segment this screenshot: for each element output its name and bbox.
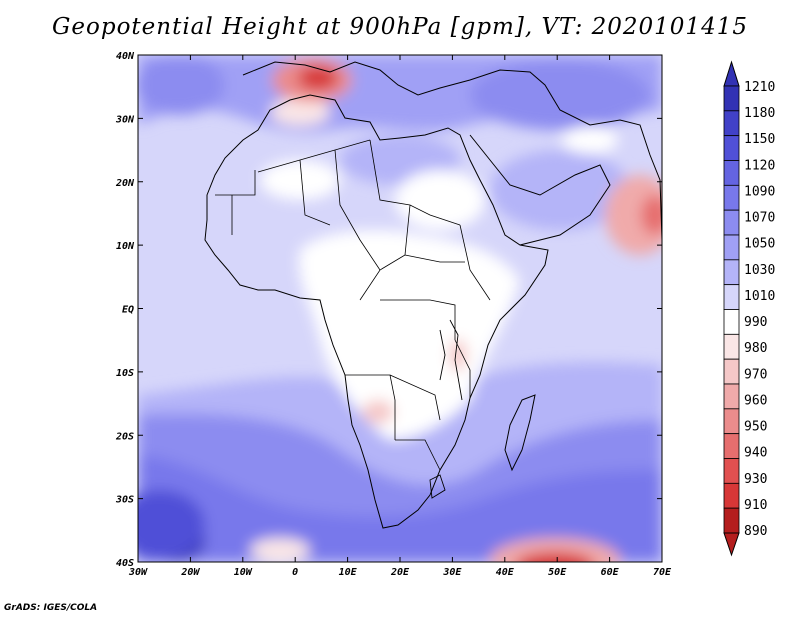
colorbar-label: 1180	[744, 106, 775, 121]
colorbar-swatch	[723, 160, 740, 186]
lon-label: 30E	[442, 567, 462, 578]
colorbar-label: 890	[744, 524, 767, 539]
colorbar-label: 950	[744, 420, 767, 435]
arabia-coastline	[469, 134, 611, 246]
colorbar-label: 930	[744, 472, 767, 487]
lon-label: 0	[292, 567, 298, 578]
lat-label: 10N	[116, 241, 135, 252]
colorbar-label: 1030	[744, 263, 775, 278]
lat-label: 10S	[116, 368, 134, 379]
colorbar-label: 910	[744, 498, 767, 513]
colorbar-label: 980	[744, 341, 767, 356]
colorbar-swatch	[723, 408, 740, 435]
lat-label: EQ	[122, 305, 134, 316]
map-axes: 30W 20W 10W 0 10E 20E 30E 40E 50E 60E 70E 40N 30N 20N…	[115, 51, 672, 578]
colorbar-swatch	[723, 184, 740, 211]
lakes	[429, 319, 463, 499]
colorbar-label: 1120	[744, 158, 775, 173]
colorbar-swatch	[723, 507, 740, 534]
field-shading	[138, 55, 662, 562]
lon-label: 10W	[234, 567, 253, 578]
lat-label: 30N	[115, 114, 135, 125]
western-borders	[215, 170, 256, 235]
lon-label: 60E	[601, 567, 620, 578]
lat-label: 40N	[116, 51, 135, 62]
lat-label: 30S	[115, 495, 134, 506]
lon-label: 70E	[653, 567, 672, 578]
colorbar-swatch	[723, 358, 740, 385]
lon-label: 10E	[339, 567, 358, 578]
colorbar-swatch	[723, 482, 740, 509]
lon-label: 20E	[390, 567, 410, 578]
coastlines	[204, 61, 662, 529]
colorbar-top-arrow	[723, 60, 740, 87]
colorbar-label: 1150	[744, 132, 775, 147]
colorbar-swatch	[723, 209, 740, 236]
lat-label: 20N	[115, 178, 135, 189]
colorbar-label: 1010	[744, 289, 775, 304]
lat-label: 40S	[116, 558, 134, 569]
credit-text: GrADS: IGES/COLA	[4, 603, 98, 613]
colorbar-bottom-arrow	[723, 532, 740, 557]
colorbar-swatch	[723, 383, 740, 410]
lon-label: 50E	[548, 567, 567, 578]
colorbar-label: 1090	[744, 184, 775, 199]
colorbar-label: 960	[744, 393, 767, 408]
colorbar-swatch	[723, 135, 740, 161]
madagascar-coastline	[504, 394, 536, 472]
colorbar-swatch	[723, 234, 740, 261]
colorbar-swatch	[723, 333, 740, 360]
colorbar-label: 1050	[744, 237, 775, 252]
colorbar-swatch	[723, 309, 740, 335]
lon-label: 40E	[496, 567, 515, 578]
colorbar-swatch	[723, 284, 740, 310]
africa-coastline	[204, 94, 549, 529]
lon-label: 30W	[128, 567, 148, 578]
colorbar-swatch	[723, 85, 740, 112]
colorbar-swatch	[723, 433, 740, 459]
colorbar-swatch	[723, 110, 740, 137]
height-field	[138, 55, 662, 562]
colorbar-label: 940	[744, 446, 767, 461]
colorbar-label: 1070	[744, 211, 775, 226]
lat-label: 20S	[115, 431, 134, 442]
colorbar-swatch	[723, 458, 740, 484]
colorbar-swatch	[723, 259, 740, 286]
country-borders	[257, 139, 491, 471]
map-title: Geopotential Height at 900hPa [gpm], VT:…	[52, 14, 748, 40]
colorbar-label: 990	[744, 315, 767, 330]
lon-label: 20W	[180, 567, 200, 578]
eurasia-coastline	[242, 61, 662, 241]
colorbar-label: 1210	[744, 80, 775, 95]
colorbar-label: 970	[744, 367, 767, 382]
colorbar: 1210 1180 1150 1120 1090 1070 1050 1030 1010 990 9…	[723, 60, 775, 557]
